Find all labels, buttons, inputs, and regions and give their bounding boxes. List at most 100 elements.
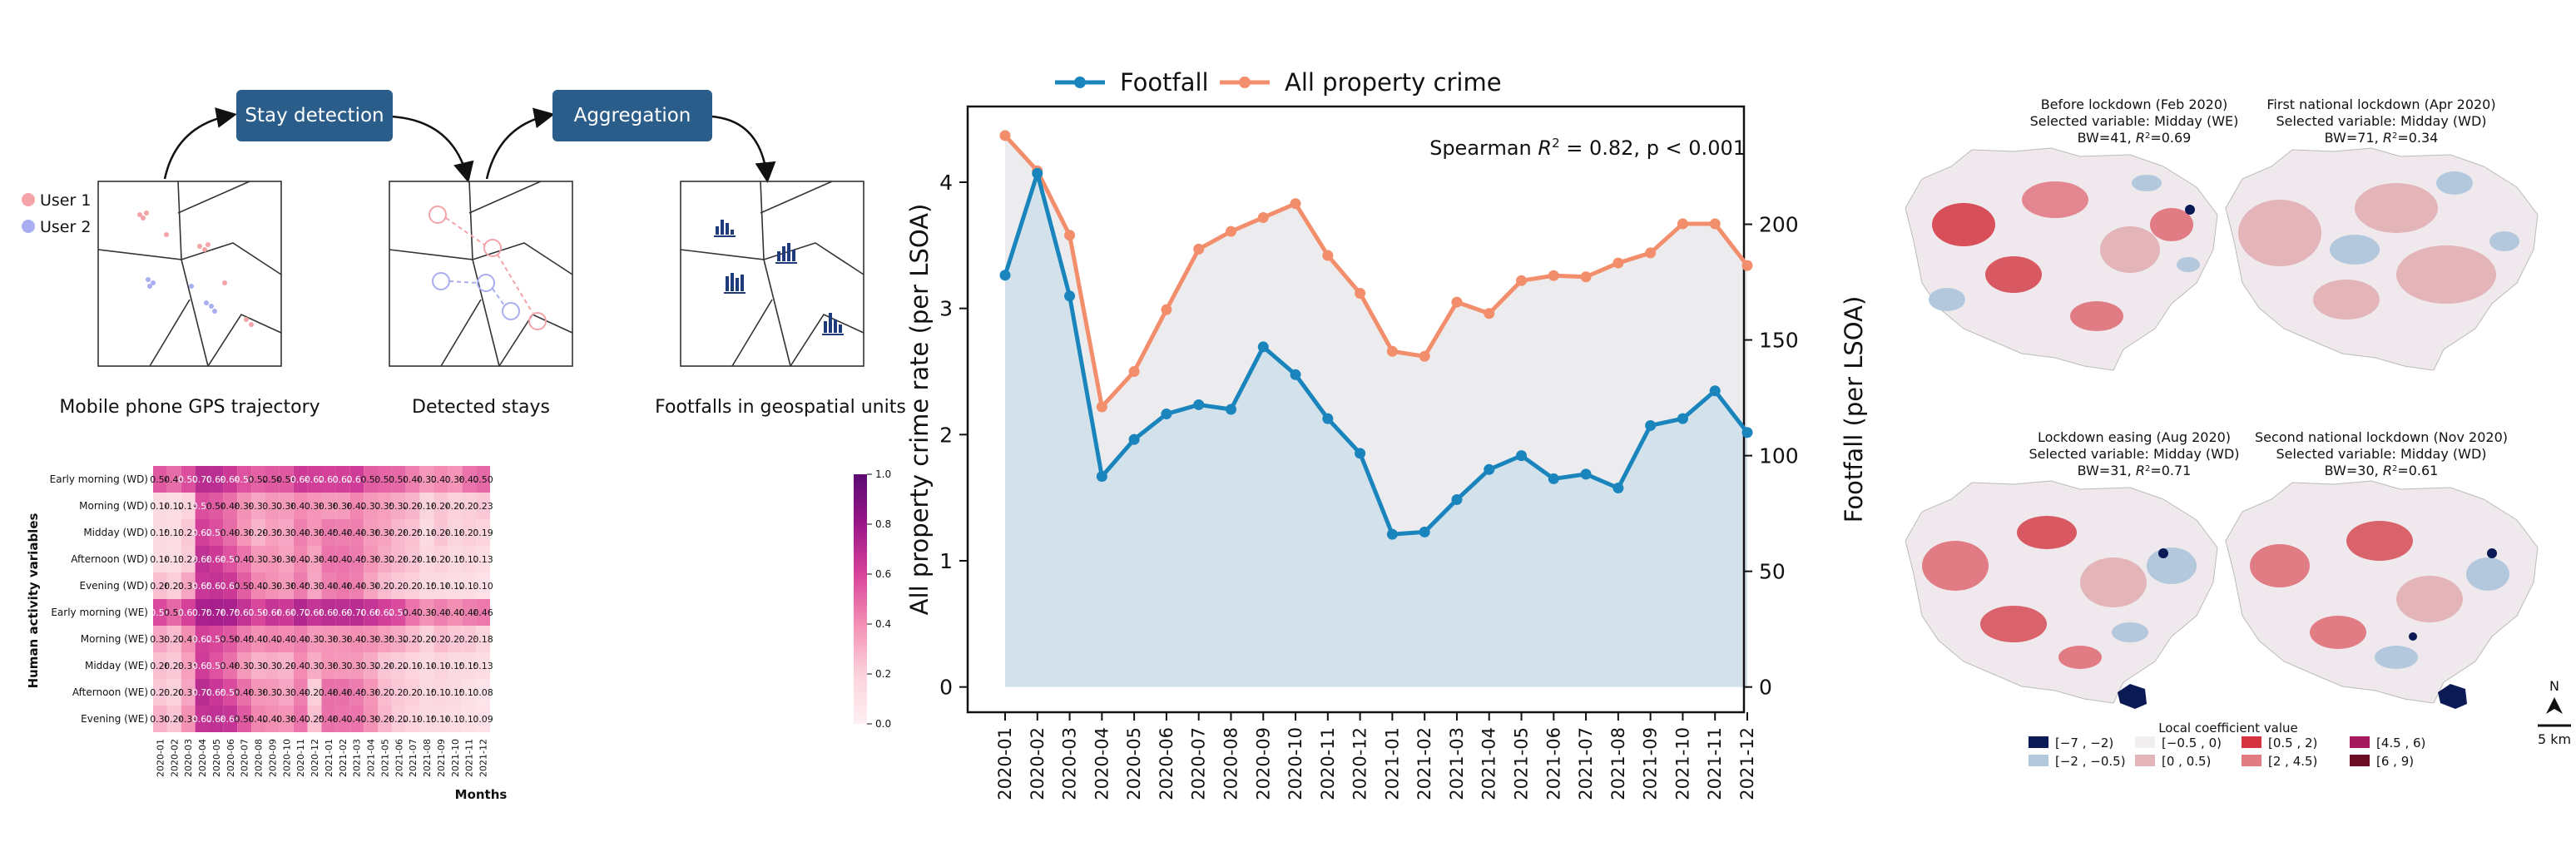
heatmap-cell-label: 0.54 [220,634,241,645]
heatmap-cell [405,599,420,626]
heatmap-cell-label: 0.37 [262,501,283,512]
heatmap-cell-label: 0.40 [248,634,269,645]
heatmap-cell [153,466,167,493]
heatmap-cell [237,493,252,519]
heatmap-cell-label: 0.37 [234,661,255,671]
heatmap-cell-label: 0.47 [319,554,339,565]
heatmap-row-label: Morning (WE) [81,633,148,645]
heatmap-cell [321,706,336,732]
heatmap-cell-label: 0.21 [305,687,325,698]
heatmap-cell [476,466,490,493]
footfall-point [1580,468,1592,480]
left-tick-label: 4 [939,171,953,195]
map-legend-swatch [2029,755,2048,766]
heatmap-cell-label: 0.38 [305,528,325,538]
heatmap-cell [279,493,294,519]
heatmap-cell-label: 0.12 [164,501,185,512]
heatmap-cell-label: 0.34 [276,554,297,565]
crime-point [1386,345,1398,357]
heatmap-cell [476,626,490,652]
x-tick-label: 2021-12 [1737,727,1757,800]
map-panel-1: Before lockdown (Feb 2020) Selected vari… [1905,97,2238,371]
heatmap-cell-label: 0.33 [276,687,297,698]
heatmap-col-label: 2020-08 [254,739,265,777]
heatmap-cell-label: 0.39 [234,501,255,512]
heatmap-cell-label: 0.27 [374,581,395,592]
heatmap-cell-label: 0.29 [248,528,269,538]
heatmap-cell-label: 0.13 [164,528,185,538]
heatmap-cell [364,599,378,626]
svg-text:Second national lockdown (Nov: Second national lockdown (Nov 2020) [2255,429,2508,445]
heatmap-cell-label: 0.35 [262,528,283,538]
map4-patches [2250,521,2509,709]
heatmap-cell [307,652,322,679]
footfall-point [1484,463,1495,475]
heatmap-col-label: 2021-10 [450,739,461,777]
heatmap-col-label: 2020-11 [295,739,306,777]
heatmap-cell-label: 0.38 [445,474,466,485]
x-tick-label: 2020-12 [1350,727,1370,800]
plot-frame [966,105,1746,714]
heatmap-cell [251,493,265,519]
heatmap-cell [321,466,336,493]
heatmap-cell-label: 0.41 [290,501,311,512]
heatmap-cell-label: 0.67 [234,607,255,618]
heatmap-cell-label: 0.37 [248,554,269,565]
x-tick-label: 2021-09 [1641,727,1661,800]
heatmap-cell-label: 0.47 [290,714,311,725]
heatmap-cell-label: 0.24 [374,661,395,671]
heatmap-cell-label: 0.69 [333,607,354,618]
heatmap-cell-label: 0.47 [403,607,424,618]
north-arrow-icon [2546,697,2563,714]
heatmap-cell [391,546,406,572]
heatmap-cell [307,572,322,599]
heatmap-cell-label: 0.11 [458,714,479,725]
footfall-point [1516,450,1528,462]
heatmap-cell-label: 0.28 [374,714,395,725]
user1-label: User 1 [40,191,91,210]
heatmap-cell [195,679,210,706]
heatmap-row-label: Early morning (WD) [50,473,148,485]
heatmap-cell-label: 0.15 [417,581,438,592]
heatmap-cell-label: 0.15 [445,661,466,671]
x-tick-label: 2021-05 [1512,727,1532,800]
heatmap-cell [166,546,181,572]
heatmap-cell [433,546,448,572]
heatmap-col-label: 2021-12 [478,739,489,777]
right-axis-ticks: 0 50 100 150 200 [1744,213,1799,700]
heatmap-cell [265,466,280,493]
heatmap-cell [223,546,238,572]
heatmap-cell-label: 0.35 [178,661,199,671]
heatmap-cell-label: 0.39 [360,714,381,725]
heatmap-cell-label: 0.67 [206,581,227,592]
heatmap-cell-label: 0.44 [458,607,479,618]
footfall-point [1645,419,1657,431]
heatmap-cell-label: 0.40 [346,634,367,645]
heatmap-cell [349,519,364,546]
heatmap-cell-label: 0.37 [417,474,438,485]
heatmap-cell [433,706,448,732]
crime-point [1484,308,1495,320]
heatmap-col-label: 2021-06 [394,739,404,777]
heatmap-cell-label: 0.66 [220,714,241,725]
arrow-4 [711,115,776,183]
heatmap-col-label: 2021-07 [408,739,419,777]
heatmap-cell [448,652,463,679]
heatmap-cell [293,572,308,599]
heatmap-cell-label: 0.33 [276,528,297,538]
heatmap-cell-label: 0.29 [403,501,424,512]
heatmap-cell-label: 0.70 [192,687,213,698]
user2-marker [22,220,35,233]
heatmap-cell [462,466,477,493]
heatmap-cell-label: 0.62 [374,607,395,618]
heatmap-cell [195,626,210,652]
heatmap-cell-label: 0.50 [473,474,493,485]
heatmap-cell-label: 0.26 [150,581,171,592]
heatmap-xlabel: Months [455,787,508,802]
heatmap-cell-label: 0.69 [319,607,339,618]
heatmap-cell-label: 0.40 [445,607,466,618]
heatmap-cell [181,626,196,652]
x-tick-label: 2020-05 [1124,727,1144,800]
heatmap-cell [279,546,294,572]
heatmap-cell [462,626,477,652]
